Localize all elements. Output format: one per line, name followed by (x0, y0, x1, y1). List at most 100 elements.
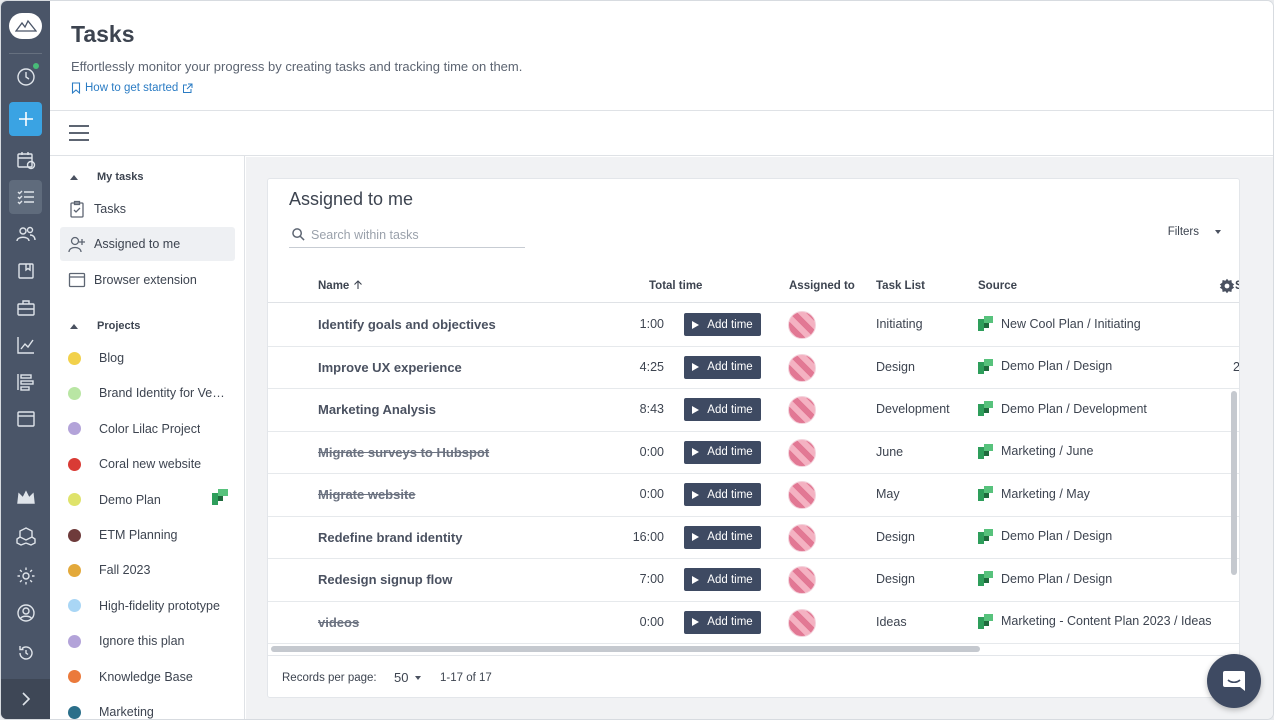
horizontal-scrollbar[interactable] (271, 646, 980, 652)
vertical-scrollbar[interactable] (1231, 391, 1237, 575)
chat-support-button[interactable] (1207, 654, 1261, 708)
sidebar-project-item[interactable]: Brand Identity for Vegan Bakery (68, 383, 238, 403)
sidebar-project-item[interactable]: Knowledge Base (68, 667, 238, 687)
avatar[interactable] (788, 396, 816, 424)
add-time-button[interactable]: Add time (684, 568, 761, 591)
play-icon (692, 363, 700, 371)
integrations-icon[interactable] (9, 519, 42, 553)
column-extra[interactable]: S (1235, 280, 1239, 292)
task-name[interactable]: Redefine brand identity (318, 529, 463, 545)
task-name[interactable]: Improve UX experience (318, 359, 462, 375)
add-time-label: Add time (707, 488, 753, 501)
briefcase-icon[interactable] (9, 291, 42, 325)
table-row[interactable]: Redesign signup flow 7:00 Add time Design De… (268, 559, 1239, 602)
search-field[interactable] (289, 222, 525, 248)
task-source[interactable]: Marketing - Content Plan 2023 / Ideas (978, 613, 1212, 629)
project-name: Color Lilac Project (99, 421, 201, 436)
column-total-time[interactable]: Total time (649, 280, 703, 292)
table-row[interactable]: videos 0:00 Add time Ideas Marketing - Conte… (268, 602, 1239, 644)
task-source[interactable]: Marketing / May (978, 486, 1090, 501)
task-source[interactable]: Demo Plan / Design (978, 528, 1112, 544)
table-row[interactable]: Identify goals and objectives 1:00 Add tim… (268, 304, 1239, 347)
help-link[interactable]: How to get started (71, 82, 193, 94)
avatar[interactable] (788, 311, 816, 339)
section-title: Assigned to me (289, 189, 414, 209)
table-row[interactable]: Migrate website 0:00 Add time May Marketing … (268, 474, 1239, 517)
sidebar-project-item[interactable]: Coral new website (68, 454, 238, 474)
team-icon[interactable] (9, 217, 42, 251)
project-name: ETM Planning (99, 528, 178, 542)
sidebar-item-tasks[interactable]: Tasks (60, 192, 235, 226)
table-row[interactable]: Migrate surveys to Hubspot 0:00 Add time Ju… (268, 432, 1239, 474)
sidebar-project-item[interactable]: High-fidelity prototype (68, 596, 238, 616)
search-input[interactable] (311, 227, 511, 242)
avatar[interactable] (788, 523, 816, 552)
profile-icon[interactable] (9, 596, 42, 630)
add-time-button[interactable]: Add time (684, 313, 761, 336)
task-source[interactable]: Marketing / June (978, 443, 1093, 459)
logo[interactable] (9, 13, 42, 39)
task-name[interactable]: videos (318, 614, 360, 630)
reports-icon[interactable] (9, 328, 42, 362)
add-time-button[interactable]: Add time (684, 398, 761, 421)
folder-icon[interactable] (9, 254, 42, 288)
task-name[interactable]: Identify goals and objectives (318, 317, 496, 332)
avatar[interactable] (788, 608, 816, 637)
plan-icon (978, 613, 993, 629)
avatar[interactable] (788, 438, 816, 467)
sidebar-project-item[interactable]: ETM Planning (68, 525, 238, 545)
sidebar-item-browser-extension[interactable]: Browser extension (60, 263, 235, 297)
add-time-button[interactable]: Add time (684, 440, 761, 464)
add-time-button[interactable]: Add time (684, 525, 761, 549)
task-name[interactable]: Migrate surveys to Hubspot (318, 444, 490, 460)
sidebar-project-item[interactable]: Marketing (68, 702, 238, 719)
task-list-name: May (876, 487, 900, 501)
add-time-button[interactable]: Add time (684, 610, 761, 634)
browser-icon[interactable] (9, 402, 42, 436)
records-per-page-select[interactable]: 50 (394, 670, 422, 685)
task-source-label: New Cool Plan / Initiating (1001, 316, 1141, 331)
task-source[interactable]: New Cool Plan / Initiating (978, 316, 1141, 331)
sidebar-project-item[interactable]: Blog (68, 348, 238, 368)
sidebar-project-item[interactable]: Fall 2023 (68, 560, 238, 580)
task-name[interactable]: Marketing Analysis (318, 402, 437, 417)
my-tasks-section-toggle[interactable]: My tasks (70, 171, 143, 183)
toolbar (50, 111, 1273, 156)
clock-icon[interactable] (9, 60, 42, 94)
sidebar-item-assigned-to-me[interactable]: Assigned to me (60, 227, 235, 261)
task-source[interactable]: Demo Plan / Design (978, 358, 1112, 374)
sidebar-project-item[interactable]: Demo Plan (68, 490, 238, 510)
task-name[interactable]: Migrate website (318, 487, 416, 502)
task-source[interactable]: Demo Plan / Development (978, 401, 1147, 416)
sidebar-project-item[interactable]: Ignore this plan (68, 631, 238, 651)
projects-section-toggle[interactable]: Projects (70, 320, 140, 332)
column-source[interactable]: Source (978, 280, 1017, 292)
hamburger-menu-icon[interactable] (69, 125, 89, 141)
add-icon[interactable] (9, 102, 42, 136)
history-icon[interactable] (9, 636, 42, 670)
crown-icon[interactable] (9, 481, 42, 515)
table-row[interactable]: Improve UX experience 4:25 Add time Design D… (268, 347, 1239, 389)
filters-dropdown[interactable]: Filters (1168, 226, 1221, 238)
task-name[interactable]: Redesign signup flow (318, 572, 453, 587)
avatar[interactable] (788, 566, 816, 594)
calendar-clock-icon[interactable] (9, 143, 42, 177)
table-row[interactable]: Marketing Analysis 8:43 Add time Developmen… (268, 389, 1239, 432)
avatar[interactable] (788, 481, 816, 509)
table-row[interactable]: Redefine brand identity 16:00 Add time Desi… (268, 517, 1239, 559)
column-settings-gear-icon[interactable] (1219, 278, 1235, 297)
timeline-icon[interactable] (9, 365, 42, 399)
sidebar-project-item[interactable]: Color Lilac Project (68, 419, 238, 439)
column-assigned-to[interactable]: Assigned to (789, 280, 855, 292)
add-time-button[interactable]: Add time (684, 483, 761, 506)
plan-icon (978, 443, 993, 459)
column-task-list[interactable]: Task List (876, 280, 925, 292)
column-name[interactable]: Name (318, 280, 363, 292)
task-list-name: Design (876, 529, 915, 544)
task-source[interactable]: Demo Plan / Design (978, 571, 1112, 586)
tasks-icon[interactable] (9, 180, 42, 214)
settings-icon[interactable] (9, 559, 42, 593)
expand-rail-button[interactable] (1, 679, 50, 719)
add-time-button[interactable]: Add time (684, 355, 761, 379)
avatar[interactable] (788, 353, 816, 382)
